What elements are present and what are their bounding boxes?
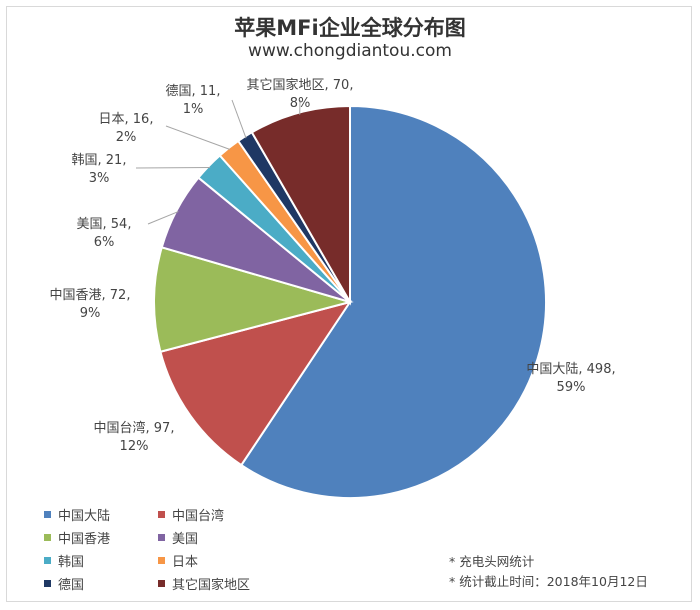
- legend-label: 美国: [172, 531, 199, 547]
- chart-title: 苹果MFi企业全球分布图: [234, 16, 466, 40]
- legend-label: 中国台湾: [172, 508, 225, 524]
- slice-label-2: 中国台湾, 97, 12%: [94, 420, 175, 454]
- legend-swatch: [44, 533, 51, 541]
- pie-slice-3: [153, 246, 354, 353]
- legend-swatch: [158, 556, 165, 564]
- legend-item-8: 其它国家地区: [158, 574, 288, 593]
- leader-line-4: [147, 211, 179, 225]
- legend-item-2: 中国台湾: [158, 505, 288, 524]
- chart-legend: 中国大陆 中国台湾中国香港 美国韩国 日本德国 其它国家地区: [44, 505, 288, 593]
- legend-label: 中国大陆: [58, 508, 111, 524]
- slice-label-7: 德国, 11, 1%: [166, 84, 221, 117]
- source-note: * 充电头网统计: [449, 554, 535, 569]
- legend-item-1: 中国大陆: [44, 505, 158, 524]
- legend-swatch: [44, 556, 51, 564]
- legend-item-5: 韩国: [44, 551, 158, 570]
- legend-label: 其它国家地区: [172, 577, 251, 593]
- slice-label-6: 日本, 16, 2%: [99, 112, 154, 145]
- date-note: * 统计截止时间：2018年10月12日: [449, 574, 648, 589]
- leader-line-6: [165, 125, 231, 150]
- legend-swatch: [158, 579, 165, 587]
- legend-item-7: 德国: [44, 574, 158, 593]
- legend-swatch: [158, 510, 165, 518]
- legend-label: 日本: [172, 554, 199, 570]
- slice-label-3: 中国香港, 72, 9%: [50, 288, 131, 321]
- pie-slice-8: [250, 104, 351, 306]
- pie-slice-1: [239, 104, 547, 499]
- legend-swatch: [44, 579, 51, 587]
- legend-item-6: 日本: [158, 551, 288, 570]
- chart-frame: [6, 6, 692, 602]
- chart-subtitle: www.chongdiantou.com: [248, 41, 452, 61]
- slice-label-4: 美国, 54, 6%: [77, 217, 132, 250]
- slice-label-5: 韩国, 21, 3%: [72, 153, 127, 186]
- legend-label: 德国: [58, 577, 85, 593]
- pie-slice-2: [159, 300, 353, 467]
- leader-line-7: [231, 99, 247, 139]
- legend-swatch: [158, 533, 165, 541]
- legend-item-4: 美国: [158, 528, 288, 547]
- legend-label: 中国香港: [58, 531, 111, 547]
- chart-notes: * 充电头网统计 * 统计截止时间：2018年10月12日: [449, 552, 648, 592]
- slice-label-8: 其它国家地区, 70, 8%: [247, 77, 354, 111]
- slice-label-1: 中国大陆, 498, 59%: [526, 361, 615, 395]
- legend-label: 韩国: [58, 554, 85, 570]
- legend-item-3: 中国香港: [44, 528, 158, 547]
- legend-swatch: [44, 510, 51, 518]
